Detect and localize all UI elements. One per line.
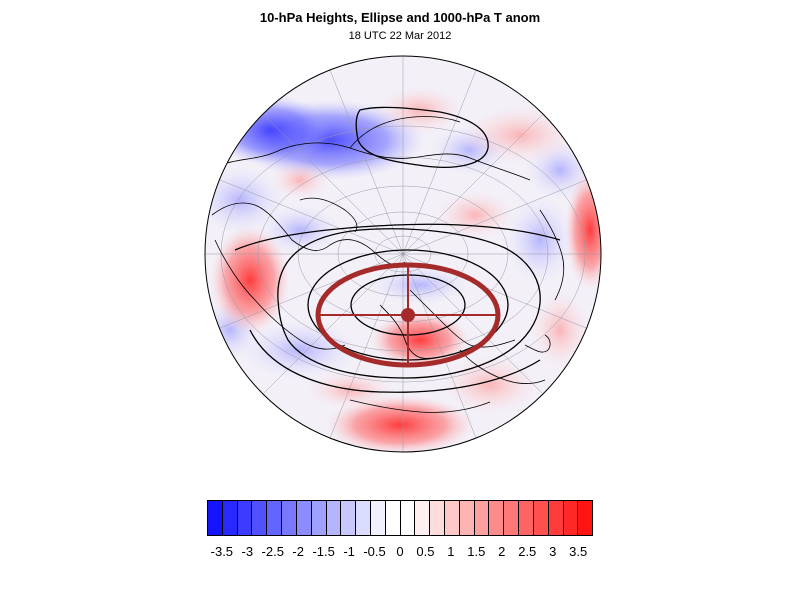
colorbar-swatch [563, 501, 579, 535]
colorbar-swatch [430, 501, 445, 535]
colorbar-swatch [548, 501, 564, 535]
colorbar-swatch [252, 501, 268, 535]
colorbar-tick-label: 2 [498, 544, 506, 559]
graticule [205, 56, 601, 452]
colorbar-swatch [519, 501, 534, 535]
warm-anomaly-east [565, 170, 601, 290]
colorbar-labels: -3.5 -3 -2.5 -2 -1.5 -1 -0.5 0 0.5 1 1.5 2 2.5 3 3.5 [0, 544, 800, 560]
vortex-ellipse [315, 262, 501, 368]
colorbar-tick-label: 0.5 [416, 544, 435, 559]
polar-map [204, 55, 602, 453]
colorbar-swatch [267, 501, 283, 535]
colorbar-swatch [208, 501, 223, 535]
colorbar-swatch [326, 501, 342, 535]
globe-outline [204, 55, 602, 453]
colorbar-swatch [578, 501, 593, 535]
chart-subtitle: 18 UTC 22 Mar 2012 [348, 30, 452, 42]
colorbar-tick-label: 0 [396, 544, 404, 559]
colorbar-swatch [282, 501, 297, 535]
colorbar-tick-label: -3.5 [210, 544, 234, 559]
colorbar-swatch [370, 501, 386, 535]
colorbar-tick-label: 3 [549, 544, 557, 559]
colorbar-tick-label: -1 [343, 544, 355, 559]
colorbar-swatch [489, 501, 505, 535]
temperature-anomaly-field [205, 56, 601, 452]
warm-anomaly-south [325, 395, 475, 452]
warm-anomaly-europe [370, 312, 470, 368]
coastlines [211, 116, 565, 413]
chart-title: 10-hPa Heights, Ellipse and 1000-hPa T a… [259, 10, 541, 25]
colorbar-swatch [445, 501, 460, 535]
colorbar-swatch [400, 501, 416, 535]
cold-anomaly-asia [210, 95, 330, 165]
colorbar-tick-label: -0.5 [363, 544, 386, 559]
colorbar-tick-label: -3 [241, 544, 254, 559]
colorbar-swatch [311, 501, 327, 535]
height-contours [234, 106, 561, 393]
colorbar-swatch [415, 501, 431, 535]
colorbar-swatch [237, 501, 253, 535]
colorbar-tick-label: -2.5 [261, 544, 284, 559]
colorbar-tick-label: -1.5 [312, 544, 335, 559]
colorbar-tick-label: 2.5 [518, 544, 537, 559]
colorbar-tick-label: 1.5 [467, 544, 486, 559]
warm-anomaly-north-america [210, 225, 290, 335]
colorbar-swatch [356, 501, 371, 535]
colorbar-swatch [474, 501, 490, 535]
colorbar-swatch [296, 501, 312, 535]
colorbar-swatch [222, 501, 238, 535]
colorbar-swatch [385, 501, 401, 535]
colorbar-swatch [459, 501, 475, 535]
colorbar-tick-label: 1 [447, 544, 455, 559]
ellipse-center-dot [401, 308, 415, 322]
colorbar-tick-label: 3.5 [569, 544, 588, 559]
colorbar [207, 500, 593, 536]
colorbar-swatch [504, 501, 520, 535]
colorbar-swatch [533, 501, 549, 535]
colorbar-tick-label: -2 [292, 544, 304, 559]
colorbar-swatch [341, 501, 357, 535]
